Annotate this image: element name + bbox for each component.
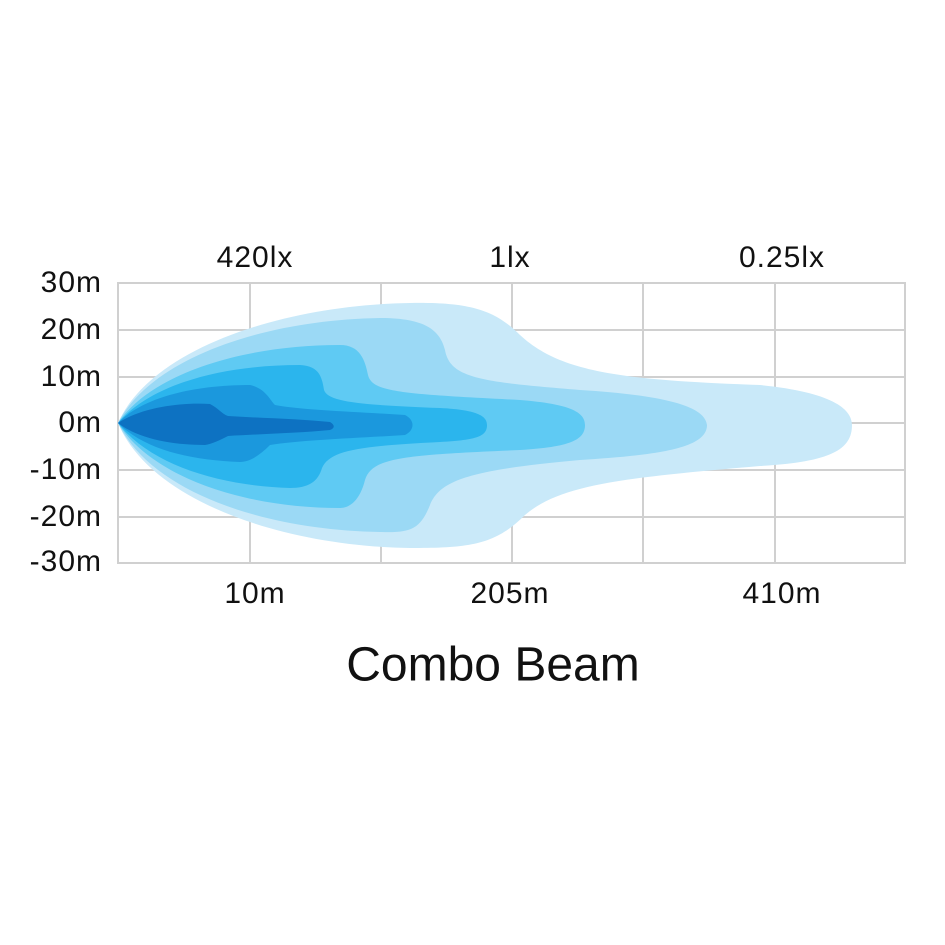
lux-label: 420lx <box>217 241 294 274</box>
distance-labels: 10m 205m 410m <box>224 577 821 610</box>
y-label: 30m <box>41 266 102 299</box>
y-label: -20m <box>30 500 102 533</box>
y-label: -30m <box>30 545 102 578</box>
y-label: -10m <box>30 453 102 486</box>
beam-zone <box>118 403 334 445</box>
distance-label: 10m <box>224 577 285 610</box>
beam <box>118 302 852 548</box>
y-label: 20m <box>41 313 102 346</box>
distance-label: 410m <box>742 577 821 610</box>
lux-labels: 420lx 1lx 0.25lx <box>217 241 825 274</box>
title: Combo Beam <box>346 639 639 692</box>
lux-label: 0.25lx <box>739 241 825 274</box>
distance-label: 205m <box>470 577 549 610</box>
y-label: 0m <box>58 406 102 439</box>
y-axis-labels: 30m 20m 10m 0m -10m -20m -30m <box>30 266 102 578</box>
lux-label: 1lx <box>489 241 530 274</box>
y-label: 10m <box>41 360 102 393</box>
